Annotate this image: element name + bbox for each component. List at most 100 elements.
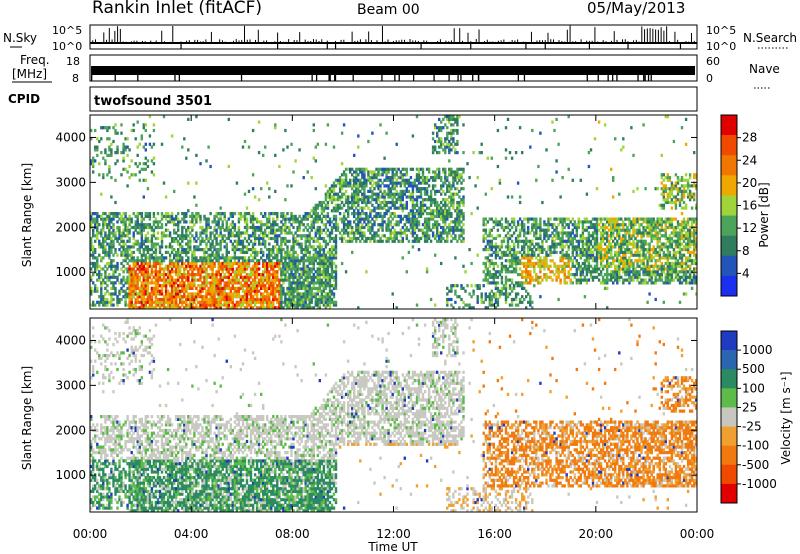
heatmap-cell	[132, 236, 135, 241]
heatmap-cell	[193, 236, 196, 241]
heatmap-cell	[338, 198, 342, 202]
heatmap-cell	[255, 259, 259, 263]
heatmap-cell	[353, 198, 356, 202]
heatmap-cell	[239, 212, 243, 216]
heatmap-cell	[213, 303, 216, 307]
heatmap-cell	[310, 228, 313, 232]
heatmap-cell	[409, 217, 413, 221]
heatmap-cell	[373, 187, 376, 191]
heatmap-cell	[393, 231, 396, 235]
heatmap-cell	[225, 253, 228, 257]
heatmap-cell	[227, 273, 230, 277]
heatmap-cell	[223, 275, 226, 279]
heatmap-cell	[247, 225, 251, 230]
heatmap-cell	[377, 181, 380, 185]
heatmap-cell	[144, 275, 147, 279]
heatmap-cell	[314, 250, 317, 254]
heatmap-cell	[326, 281, 330, 285]
heatmap-cell	[166, 295, 170, 299]
heatmap-cell	[484, 217, 487, 221]
heatmap-cell	[357, 178, 360, 182]
heatmap-cell	[456, 176, 459, 180]
heatmap-cell	[264, 286, 267, 290]
heatmap-cell	[446, 214, 449, 218]
heatmap-cell	[454, 300, 457, 304]
heatmap-cell	[239, 270, 243, 274]
heatmap-cell	[219, 256, 222, 260]
heatmap-cell	[268, 187, 271, 191]
heatmap-cell	[213, 292, 216, 296]
heatmap-cell	[199, 248, 202, 252]
heatmap-cell	[359, 239, 362, 243]
heatmap-cell	[401, 203, 404, 207]
heatmap-cell	[144, 223, 147, 227]
heatmap-cell	[227, 236, 230, 241]
heatmap-cell	[314, 159, 317, 163]
heatmap-cell	[193, 214, 196, 218]
heatmap-cell	[452, 220, 455, 224]
heatmap-cell	[292, 300, 295, 304]
heatmap-cell	[419, 181, 423, 185]
heatmap-cell	[225, 275, 228, 279]
heatmap-cell	[247, 234, 251, 238]
heatmap-cell	[162, 306, 166, 310]
heatmap-cell	[170, 220, 174, 224]
heatmap-cell	[425, 270, 429, 274]
heatmap-cell	[470, 295, 473, 299]
heatmap-cell	[233, 261, 237, 266]
heatmap-cell	[296, 284, 299, 288]
heatmap-cell	[175, 286, 178, 290]
heatmap-cell	[504, 289, 508, 293]
heatmap-cell	[312, 284, 315, 288]
heatmap-cell	[266, 300, 269, 304]
heatmap-cell	[332, 275, 336, 279]
heatmap-cell	[177, 278, 180, 282]
heatmap-cell	[219, 264, 222, 268]
heatmap-cell	[264, 212, 267, 216]
heatmap-cell	[389, 176, 392, 180]
heatmap-cell	[124, 223, 127, 227]
heatmap-cell	[506, 117, 510, 121]
heatmap-cell	[154, 250, 158, 254]
heatmap-cell	[308, 214, 311, 218]
heatmap-cell	[284, 295, 287, 299]
heatmap-cell	[407, 189, 411, 193]
heatmap-cell	[328, 286, 332, 290]
heatmap-cell	[508, 250, 512, 254]
heatmap-cell	[102, 281, 105, 285]
heatmap-cell	[150, 292, 154, 296]
heatmap-cell	[152, 286, 156, 290]
heatmap-cell	[215, 270, 218, 274]
heatmap-cell	[183, 286, 186, 290]
heatmap-cell	[185, 228, 188, 232]
heatmap-cell	[118, 228, 121, 232]
heatmap-cell	[401, 231, 404, 235]
heatmap-cell	[377, 173, 380, 177]
heatmap-cell	[316, 300, 319, 304]
heatmap-cell	[187, 278, 190, 282]
heatmap-cell	[195, 231, 198, 235]
heatmap-cell	[162, 259, 166, 263]
heatmap-cell	[274, 295, 277, 299]
heatmap-cell	[134, 292, 137, 296]
heatmap-cell	[450, 297, 453, 302]
heatmap-cell	[417, 239, 421, 243]
heatmap-cell	[203, 281, 206, 285]
heatmap-cell	[403, 173, 406, 177]
heatmap-cell	[480, 292, 483, 296]
heatmap-cell	[496, 264, 500, 268]
heatmap-cell	[173, 289, 176, 293]
heatmap-cell	[124, 234, 127, 238]
heatmap-cell	[371, 189, 374, 193]
heatmap-cell	[397, 181, 400, 185]
heatmap-cell	[308, 295, 311, 299]
heatmap-cell	[330, 270, 334, 274]
heatmap-cell	[211, 275, 214, 279]
heatmap-cell	[94, 128, 97, 133]
heatmap-cell	[296, 289, 299, 293]
heatmap-cell	[316, 203, 319, 207]
heatmap-cell	[175, 239, 178, 243]
heatmap-cell	[310, 214, 313, 218]
heatmap-cell	[444, 137, 447, 141]
heatmap-cell	[347, 198, 350, 202]
